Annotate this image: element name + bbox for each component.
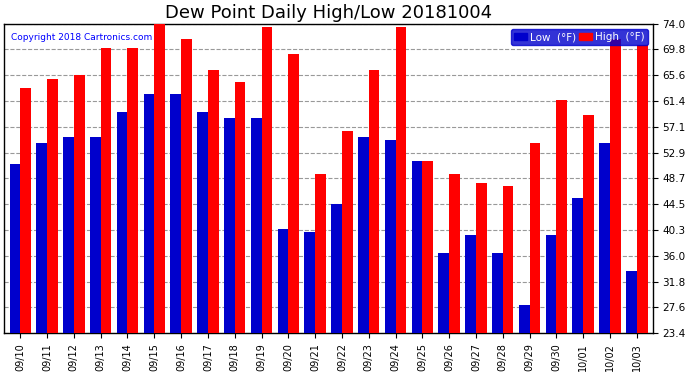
Bar — [342, 131, 353, 333]
Bar — [90, 137, 101, 333]
Title: Dew Point Daily High/Low 20181004: Dew Point Daily High/Low 20181004 — [165, 4, 492, 22]
Bar — [20, 88, 31, 333]
Bar — [529, 143, 540, 333]
Bar — [262, 27, 273, 333]
Bar — [438, 253, 449, 333]
Bar — [573, 198, 583, 333]
Bar — [556, 100, 567, 333]
Bar — [170, 94, 181, 333]
Bar — [37, 143, 47, 333]
Bar — [288, 54, 299, 333]
Bar — [250, 118, 262, 333]
Bar — [626, 272, 637, 333]
Bar — [412, 161, 422, 333]
Bar — [519, 305, 529, 333]
Bar — [117, 112, 128, 333]
Bar — [449, 174, 460, 333]
Bar — [599, 143, 610, 333]
Bar — [101, 48, 111, 333]
Bar — [503, 186, 513, 333]
Bar — [358, 137, 368, 333]
Legend: Low  (°F), High  (°F): Low (°F), High (°F) — [511, 29, 648, 45]
Bar — [155, 16, 165, 333]
Bar — [492, 253, 503, 333]
Bar — [235, 82, 246, 333]
Bar — [47, 79, 58, 333]
Text: Copyright 2018 Cartronics.com: Copyright 2018 Cartronics.com — [10, 33, 152, 42]
Bar — [385, 140, 395, 333]
Bar — [10, 164, 20, 333]
Bar — [610, 39, 621, 333]
Bar — [583, 116, 594, 333]
Bar — [476, 183, 486, 333]
Bar — [465, 235, 476, 333]
Bar — [144, 94, 155, 333]
Bar — [181, 39, 192, 333]
Bar — [395, 27, 406, 333]
Bar — [422, 161, 433, 333]
Bar — [368, 70, 380, 333]
Bar — [331, 204, 342, 333]
Bar — [74, 75, 85, 333]
Bar — [304, 232, 315, 333]
Bar — [197, 112, 208, 333]
Bar — [277, 228, 288, 333]
Bar — [128, 48, 138, 333]
Bar — [224, 118, 235, 333]
Bar — [208, 70, 219, 333]
Bar — [63, 137, 74, 333]
Bar — [546, 235, 556, 333]
Bar — [637, 45, 647, 333]
Bar — [315, 174, 326, 333]
